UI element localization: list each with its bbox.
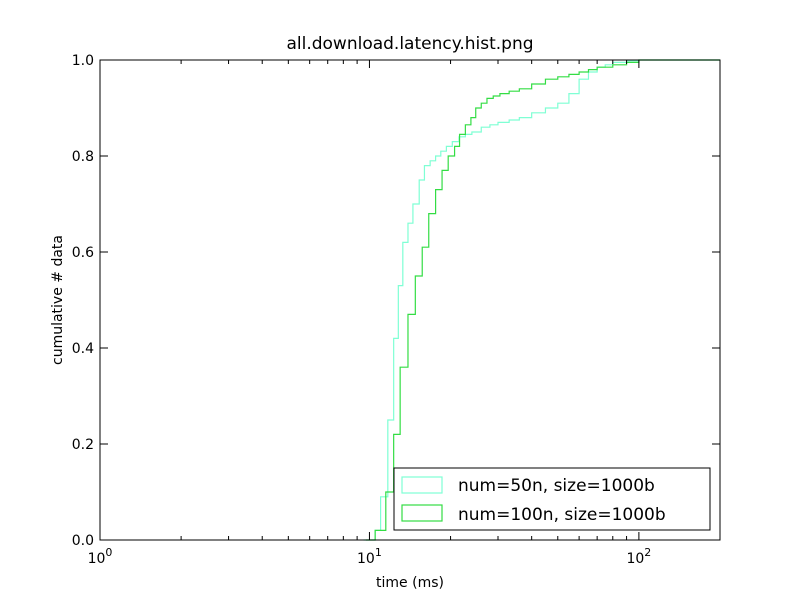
x-axis-ticks: 100 101 102 [88,60,721,567]
x-tick-label: 100 [88,546,113,567]
legend-label: num=50n, size=1000b [458,476,655,496]
legend: num=50n, size=1000b num=100n, size=1000b [393,467,711,531]
y-tick-label: 0.2 [72,437,94,453]
x-tick-label: 101 [357,546,382,567]
legend-swatch [401,504,443,522]
series-line-1 [363,59,720,541]
y-axis-title: cumulative # data [50,235,66,365]
series-line-2 [365,59,720,541]
legend-label: num=100n, size=1000b [458,505,666,525]
series-group [363,59,720,541]
plot-frame [99,59,721,541]
y-tick-label: 0.4 [72,341,94,357]
y-axis-ticks: 0.0 0.2 0.4 0.6 0.8 1.0 [72,53,720,549]
y-tick-label: 1.0 [72,53,94,69]
y-tick-label: 0.6 [72,245,94,261]
chart-title: all.download.latency.hist.png [286,34,533,54]
y-tick-label: 0.0 [72,533,94,549]
y-tick-label: 0.8 [72,149,94,165]
x-tick-label: 102 [626,546,651,567]
legend-frame [393,467,711,531]
x-axis-title: time (ms) [376,575,444,591]
legend-swatch [401,476,443,494]
